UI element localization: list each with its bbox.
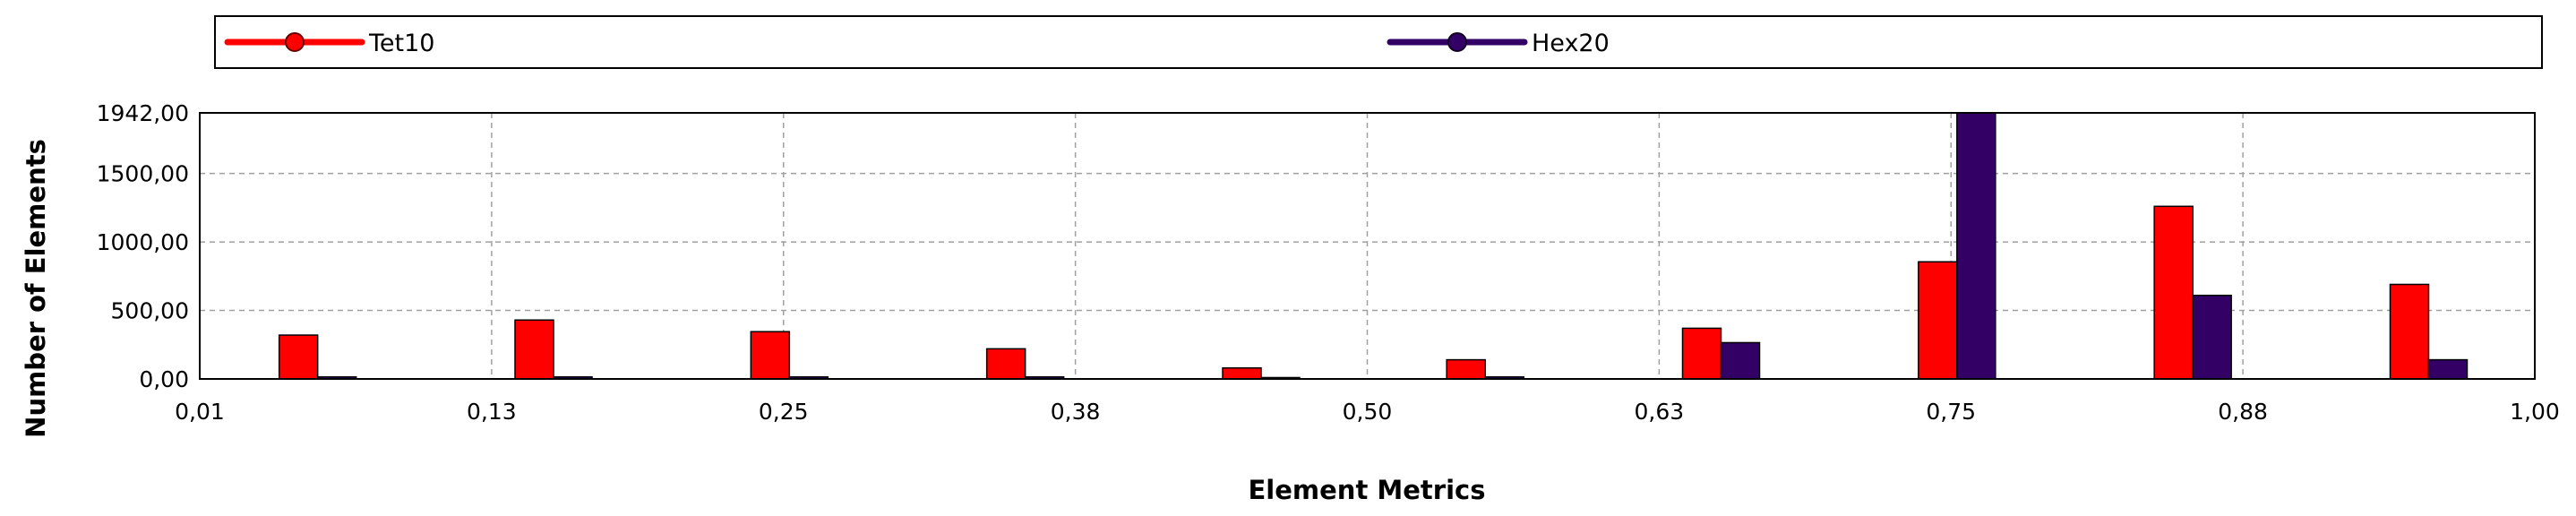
x-tick-label: 0,88 (2218, 399, 2268, 425)
y-tick-label: 1000,00 (97, 229, 189, 255)
x-tick-label: 0,50 (1343, 399, 1393, 425)
x-tick-labels: 0,01 0,13 0,25 0,38 0,50 0,63 0,75 0,88 1,00 (175, 399, 2560, 425)
y-axis-title: Number of Elements (21, 139, 51, 438)
x-tick-label: 1,00 (2510, 399, 2560, 425)
bar-tet10 (2389, 283, 2430, 380)
bar-hex20 (1956, 112, 1996, 380)
x-tick-label: 0,63 (1635, 399, 1685, 425)
x-tick-label: 0,01 (175, 399, 225, 425)
x-tick-label: 0,25 (759, 399, 809, 425)
y-tick-label: 1500,00 (97, 161, 189, 187)
bar-tet10 (1681, 327, 1722, 380)
bar-tet10 (1918, 261, 1958, 380)
bar-hex20 (2192, 294, 2232, 380)
legend: Tet10 Hex20 (214, 15, 2543, 69)
x-axis-title: Element Metrics (1249, 475, 1486, 505)
legend-marker-tet10 (285, 32, 305, 52)
legend-marker-hex20 (1447, 32, 1467, 52)
x-tick-label: 0,38 (1051, 399, 1101, 425)
legend-item-tet10: Tet10 (224, 30, 434, 57)
bar-tet10 (1222, 367, 1262, 380)
legend-label-hex20: Hex20 (1532, 30, 1610, 57)
bar-hex20 (1720, 341, 1761, 380)
legend-item-hex20: Hex20 (1387, 30, 1610, 57)
y-tick-label: 0,00 (139, 366, 189, 392)
bar-tet10 (278, 334, 319, 380)
bar-tet10 (985, 348, 1026, 380)
bar-tet10 (750, 331, 791, 380)
bar-tet10 (2153, 205, 2194, 380)
plot-frame (199, 112, 2536, 380)
legend-box (214, 15, 2543, 69)
legend-label-tet10: Tet10 (368, 30, 434, 57)
y-tick-label: 1942,00 (97, 100, 189, 126)
x-tick-label: 0,75 (1926, 399, 1976, 425)
bar-tet10 (514, 319, 554, 380)
y-tick-labels: 0,00 500,00 1000,00 1500,00 1942,00 (97, 100, 189, 392)
y-tick-label: 500,00 (111, 298, 189, 324)
bar-tet10 (1446, 358, 1486, 380)
bar-hex20 (2427, 358, 2469, 380)
x-tick-label: 0,13 (467, 399, 517, 425)
